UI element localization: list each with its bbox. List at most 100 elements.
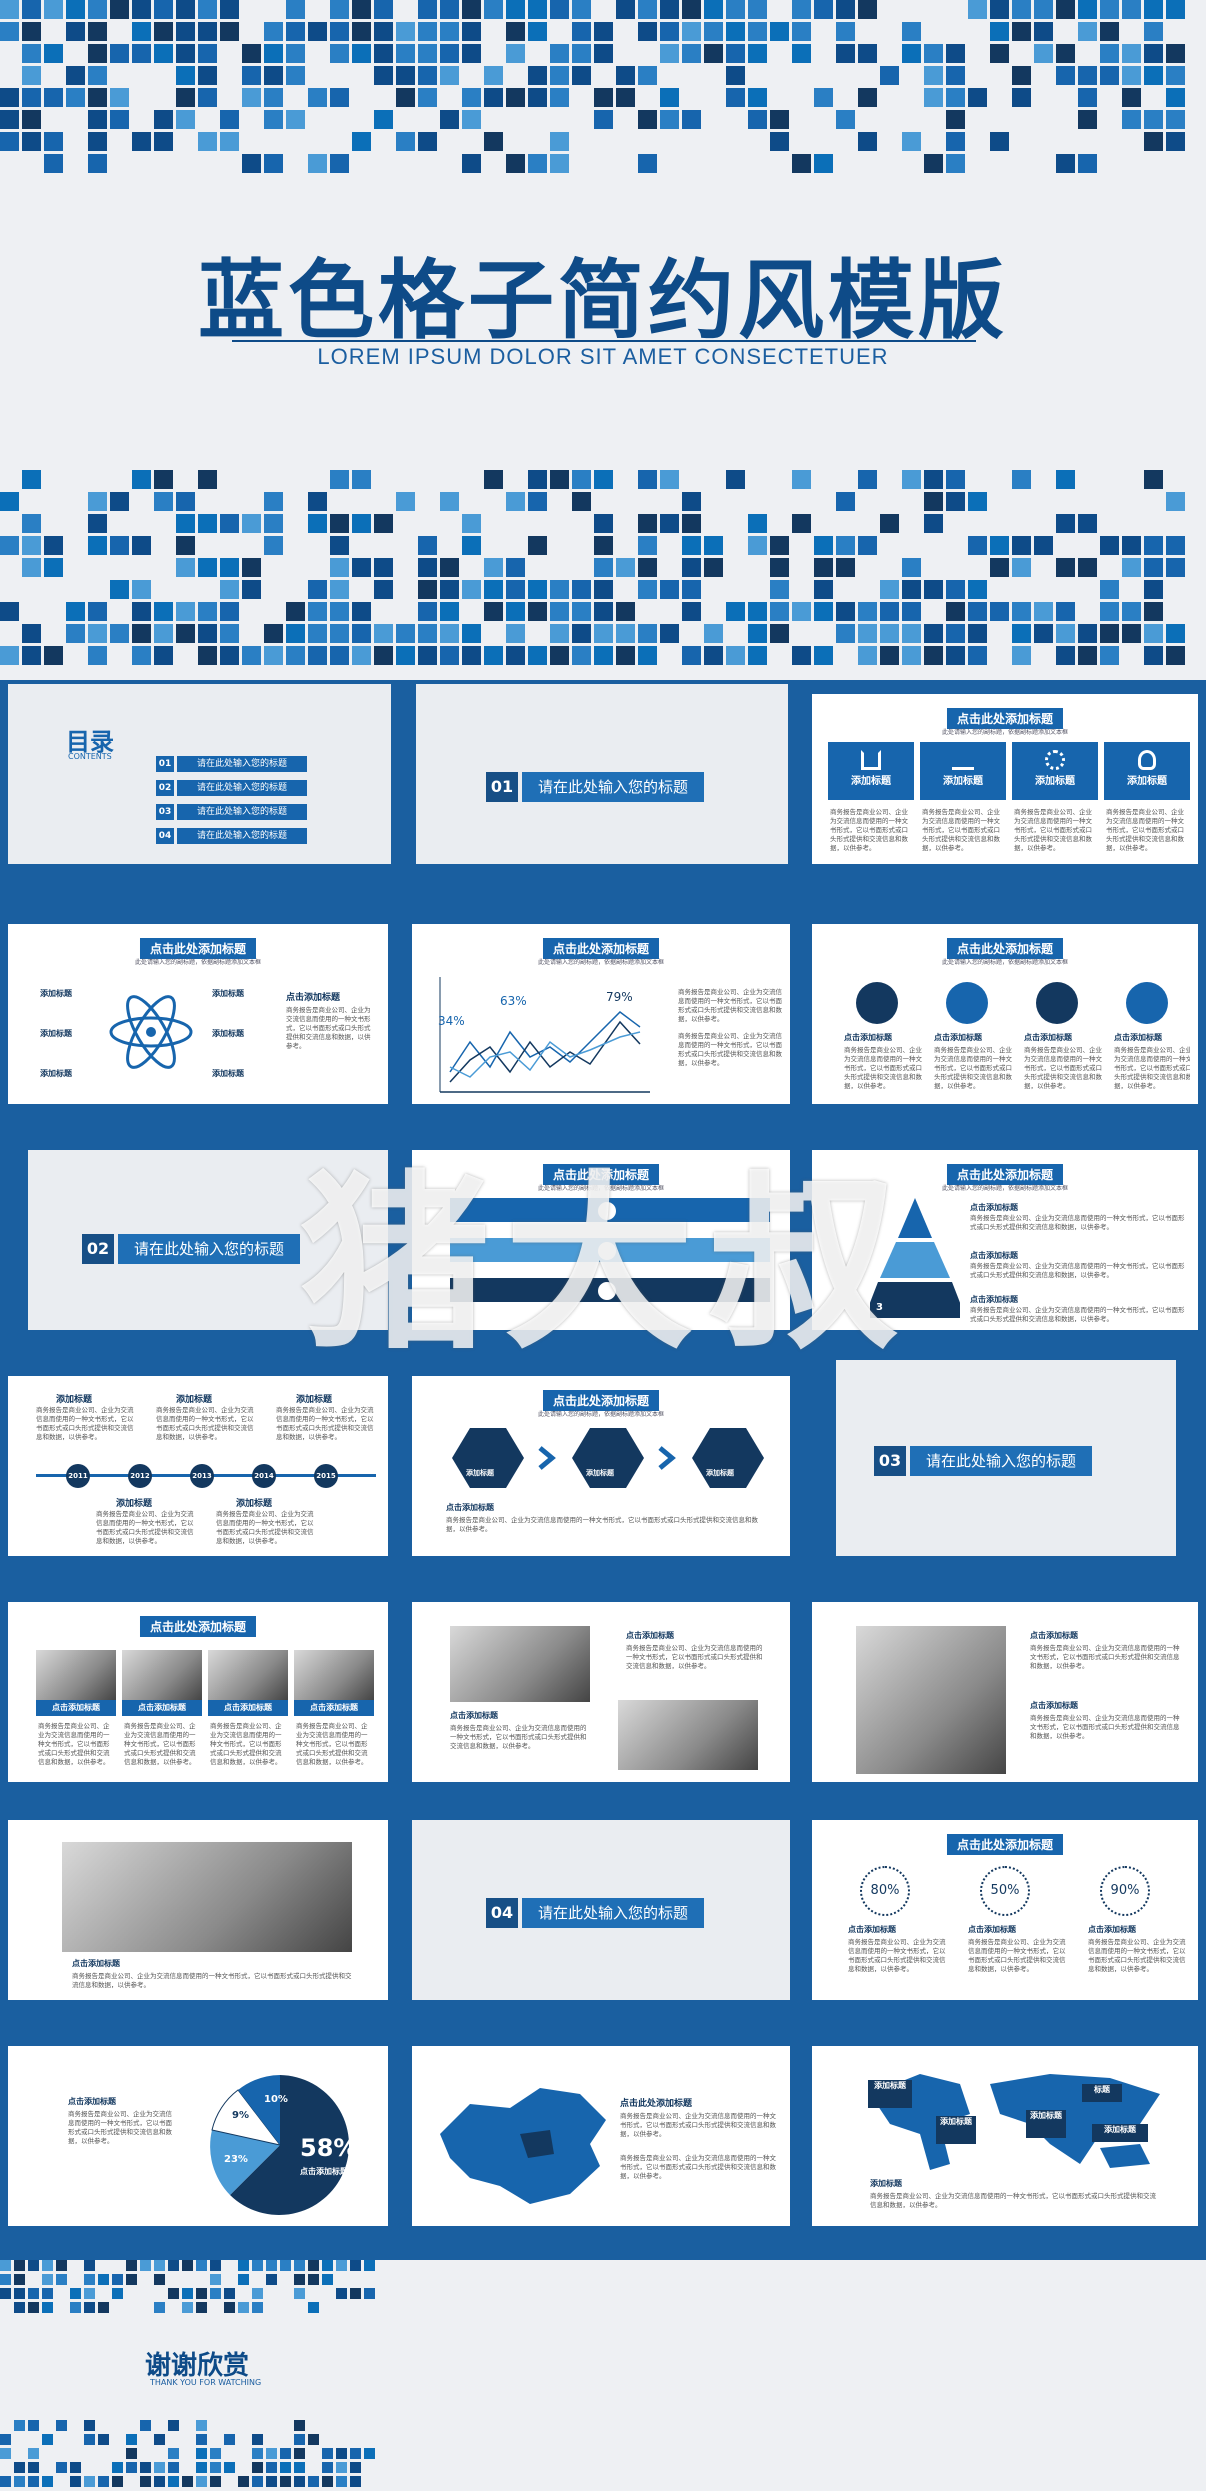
photo-text: 商务报告是商业公司、企业为交流信息而使用的一种文书形式，它以书面形式或口头形式提…	[124, 1722, 196, 1766]
slide-photo-split: 点击添加标题 商务报告是商业公司、企业为交流信息而使用的一种文书形式，它以书面形…	[412, 1602, 790, 1782]
map-callout: 添加标题	[1026, 2110, 1066, 2138]
atom-label: 添加标题	[40, 989, 72, 998]
pyramid-step: 1	[876, 1220, 883, 1231]
mosaic-top	[0, 0, 1206, 180]
slide-atom: 点击此处添加标题 此处请输入您的副标题，依据副标题添加文本框 添加标题 添加标题…	[8, 924, 388, 1104]
section-label: 请在此处输入您的标题	[910, 1446, 1093, 1476]
pyramid-heading: 点击添加标题	[970, 1203, 1018, 1212]
section-number: 03	[874, 1446, 906, 1476]
map-heading: 点击此处添加标题	[620, 2099, 693, 2109]
photo-caption: 点击添加标题	[294, 1700, 374, 1716]
feature-label: 添加标题	[1035, 776, 1075, 787]
photo-image	[450, 1626, 590, 1702]
toc-item[interactable]: 02 请在此处输入您的标题	[156, 780, 307, 796]
toc-item-num: 01	[156, 756, 174, 772]
timeline-year: 2014	[252, 1464, 276, 1488]
photo-text: 商务报告是商业公司、企业为交流信息而使用的一种文书形式，它以书面形式或口头形式提…	[38, 1722, 110, 1766]
hands-heading: 点击添加标题	[1030, 1631, 1078, 1640]
world-heading: 添加标题	[870, 2179, 902, 2188]
pyramid-text: 商务报告是商业公司、企业为交流信息而使用的一种文书形式，它以书面形式或口头形式提…	[970, 1262, 1185, 1279]
split-text: 商务报告是商业公司、企业为交流信息而使用的一种文书形式，它以书面形式或口头形式提…	[450, 1724, 587, 1750]
hexagon-process	[452, 1428, 764, 1488]
slide-timeline: 添加标题 添加标题 添加标题 商务报告是商业公司、企业为交流信息而使用的一种文书…	[8, 1376, 388, 1556]
toc-item-label: 请在此处输入您的标题	[177, 756, 307, 772]
slide-percent-circles: 点击此处添加标题 80% 50% 90% 点击添加标题 点击添加标题 点击添加标…	[812, 1820, 1198, 2000]
photo-image	[122, 1650, 202, 1700]
timeline-text: 商务报告是商业公司、企业为交流信息而使用的一种文书形式，它以书面形式或口头形式提…	[36, 1406, 134, 1441]
feature-label: 添加标题	[1127, 776, 1167, 787]
process-heading: 点击添加标题	[446, 1503, 494, 1512]
slide-line-chart: 点击此处添加标题 此处请输入您的副标题，依据副标题添加文本框 34% 63% 7…	[412, 924, 790, 1104]
toc-item[interactable]: 01 请在此处输入您的标题	[156, 756, 307, 772]
section-number: 04	[486, 1898, 518, 1928]
photo-image	[208, 1650, 288, 1700]
cover-divider	[232, 340, 976, 342]
slide-subtitle: 此处请输入您的副标题，依据副标题添加文本框	[134, 959, 262, 966]
slide-section-01: 01 请在此处输入您的标题	[416, 684, 788, 864]
pie-chart	[210, 2075, 349, 2215]
cover-title: 蓝色格子简约风模版	[198, 251, 1008, 351]
slide-world-map: 添加标题 添加标题 标题 添加标题 添加标题 添加标题 商务报告是商业公司、企业…	[812, 2046, 1198, 2226]
slide-title: 点击此处添加标题	[542, 1164, 660, 1185]
chart-data-label: 79%	[606, 990, 633, 1004]
chart-text: 商务报告是商业公司、企业为交流信息而使用的一种文书形式，它以书面形式或口头形式提…	[678, 1032, 782, 1067]
chart-data-label: 34%	[438, 1014, 465, 1028]
atom-heading: 点击添加标题	[286, 993, 341, 1003]
slide-title: 点击此处添加标题	[946, 1164, 1064, 1185]
timeline-text: 商务报告是商业公司、企业为交流信息而使用的一种文书形式，它以书面形式或口头形式提…	[156, 1406, 254, 1441]
clock-icon	[596, 1240, 618, 1262]
toc-item[interactable]: 03 请在此处输入您的标题	[156, 804, 307, 820]
process-step-label: 添加标题	[706, 1469, 734, 1477]
timeline-heading: 添加标题	[296, 1395, 333, 1405]
photo-image	[294, 1650, 374, 1700]
star-icon	[596, 1200, 618, 1222]
icon-caption: 点击添加标题	[1024, 1033, 1072, 1042]
atom-text: 商务报告是商业公司、企业为交流信息而使用的一种文书形式，它以书面形式或口头形式提…	[286, 1006, 371, 1050]
timeline-year: 2013	[190, 1464, 214, 1488]
feature-label: 添加标题	[851, 776, 891, 787]
pie-heading: 点击添加标题	[68, 2097, 116, 2106]
bank-icon	[856, 982, 898, 1024]
map-callout: 添加标题	[1092, 2124, 1148, 2142]
mosaic-ending-top	[0, 2260, 1206, 2320]
icon-text: 商务报告是商业公司、企业为交流信息而使用的一种文书形式，它以书面形式或口头形式提…	[934, 1046, 1012, 1090]
timeline-text: 商务报告是商业公司、企业为交流信息而使用的一种文书形式，它以书面形式或口头形式提…	[216, 1510, 314, 1545]
house-icon	[861, 750, 881, 770]
timeline-heading: 添加标题	[176, 1395, 213, 1405]
pie-text: 商务报告是商业公司、企业为交流信息而使用的一种文书形式，它以书面形式或口头形式提…	[68, 2110, 172, 2145]
timeline-heading: 添加标题	[236, 1499, 273, 1509]
section-label: 请在此处输入您的标题	[522, 772, 705, 802]
bar-chart-icon	[952, 750, 974, 770]
atom-label: 添加标题	[212, 1069, 244, 1078]
watermark: 猪大叔	[300, 1154, 913, 1375]
section-number: 02	[82, 1234, 114, 1264]
chart-text: 商务报告是商业公司、企业为交流信息而使用的一种文书形式，它以书面形式或口头形式提…	[678, 988, 782, 1023]
split-heading: 点击添加标题	[626, 1631, 674, 1640]
icon-text: 商务报告是商业公司、企业为交流信息而使用的一种文书形式，它以书面形式或口头形式提…	[1024, 1046, 1102, 1090]
percent-circle: 90%	[1100, 1866, 1150, 1916]
slide-photo-hands: 点击添加标题 商务报告是商业公司、企业为交流信息而使用的一种文书形式，它以书面形…	[812, 1602, 1198, 1782]
feature-text: 商务报告是商业公司、企业为交流信息而使用的一种文书形式，它以书面形式或口头形式提…	[1014, 808, 1092, 852]
slide-title: 点击此处添加标题	[139, 1616, 257, 1637]
split-heading: 点击添加标题	[450, 1711, 498, 1720]
section-header: 01 请在此处输入您的标题	[486, 772, 705, 802]
timeline-year: 2011	[66, 1464, 90, 1488]
mosaic-bottom	[0, 470, 1206, 680]
toc-item[interactable]: 04 请在此处输入您的标题	[156, 828, 307, 844]
photo-image	[856, 1626, 1006, 1774]
pyramid-heading: 点击添加标题	[970, 1295, 1018, 1304]
toc-item-label: 请在此处输入您的标题	[177, 828, 307, 844]
cloud-icon	[596, 1280, 618, 1302]
map-text: 商务报告是商业公司、企业为交流信息而使用的一种文书形式，它以书面形式或口头形式提…	[620, 2112, 776, 2138]
section-label: 请在此处输入您的标题	[118, 1234, 301, 1264]
process-text: 商务报告是商业公司、企业为交流信息而使用的一种文书形式，它以书面形式或口头形式提…	[446, 1516, 758, 1533]
timeline-text: 商务报告是商业公司、企业为交流信息而使用的一种文书形式，它以书面形式或口头形式提…	[96, 1510, 194, 1545]
timeline-year: 2015	[314, 1464, 338, 1488]
map-text: 商务报告是商业公司、企业为交流信息而使用的一种文书形式，它以书面形式或口头形式提…	[620, 2154, 776, 2180]
section-header: 03 请在此处输入您的标题	[874, 1446, 1093, 1476]
feature-card: 添加标题	[828, 742, 914, 800]
timeline-heading: 添加标题	[116, 1499, 153, 1509]
photo-image	[618, 1700, 758, 1770]
hands-text: 商务报告是商业公司、企业为交流信息而使用的一种文书形式，它以书面形式或口头形式提…	[1030, 1644, 1180, 1670]
icon-text: 商务报告是商业公司、企业为交流信息而使用的一种文书形式，它以书面形式或口头形式提…	[844, 1046, 922, 1090]
